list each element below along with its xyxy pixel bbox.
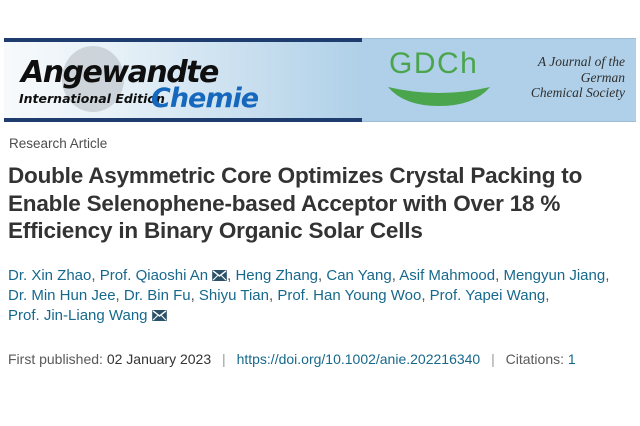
author-link[interactable]: Prof. Yapei Wang (429, 287, 546, 304)
angewandte-cover: Angewandte International Edition Chemie (4, 38, 362, 122)
title-line: Enable Selenophene-based Acceptor with O… (8, 190, 561, 216)
chemie-logo: Chemie (151, 83, 259, 114)
author-line: Dr. Xin Zhao, Prof. Qiaoshi An, Heng Zha… (8, 266, 636, 286)
published-date: 02 January 2023 (106, 351, 212, 367)
citations-label: Citations: (505, 351, 564, 367)
author-separator: , (391, 267, 400, 284)
doi-link[interactable]: https://doi.org/10.1002/anie.202216340 (236, 351, 481, 367)
gdch-smile-icon (388, 87, 490, 106)
citations-count[interactable]: 1 (567, 351, 576, 367)
author-separator: , (545, 287, 550, 304)
author-link[interactable]: Can Yang (326, 267, 392, 284)
author-separator: , (605, 267, 610, 284)
author-separator: , (318, 267, 327, 284)
author-separator: , (227, 267, 236, 284)
author-line: Dr. Min Hun Jee, Dr. Bin Fu, Shiyu Tian,… (8, 286, 636, 306)
author-link[interactable]: Prof. Han Young Woo (277, 287, 422, 304)
author-list: Dr. Xin Zhao, Prof. Qiaoshi An, Heng Zha… (8, 266, 636, 326)
author-link[interactable]: Prof. Jin-Liang Wang (8, 307, 148, 324)
society-tagline: A Journal of the German Chemical Society (530, 54, 625, 100)
author-link[interactable]: Dr. Min Hun Jee (8, 287, 116, 304)
email-icon[interactable] (151, 310, 167, 321)
publication-meta: First published: 02 January 2023 | https… (8, 351, 576, 367)
author-link[interactable]: Dr. Bin Fu (123, 287, 191, 304)
author-link[interactable]: Shiyu Tian (198, 287, 269, 304)
author-link[interactable]: Dr. Xin Zhao (8, 267, 92, 284)
journal-banner-link[interactable]: Angewandte International Edition Chemie … (4, 38, 636, 122)
author-link[interactable]: Heng Zhang (235, 267, 319, 284)
author-separator: , (268, 287, 278, 304)
author-separator: , (115, 287, 124, 304)
page-title: Double Asymmetric Core Optimizes Crystal… (8, 162, 628, 245)
author-separator: , (91, 267, 100, 284)
angewandte-logo: Angewandte (21, 55, 219, 90)
meta-separator: | (222, 351, 226, 367)
title-line: Double Asymmetric Core Optimizes Crystal… (8, 163, 583, 188)
cover-ellipse-decoration (62, 46, 124, 112)
international-edition-label: International Edition (19, 91, 165, 106)
gdch-logo: GDCh (389, 47, 479, 80)
author-link[interactable]: Prof. Qiaoshi An (99, 267, 209, 284)
author-separator: , (421, 287, 430, 304)
author-line: Prof. Jin-Liang Wang (8, 306, 636, 326)
title-line: Efficiency in Binary Organic Solar Cells (8, 218, 423, 243)
author-link[interactable]: Asif Mahmood (399, 267, 496, 284)
email-icon[interactable] (212, 270, 227, 281)
meta-separator: | (491, 351, 495, 367)
article-category-label: Research Article (9, 136, 108, 151)
author-separator: , (190, 287, 199, 304)
author-separator: , (495, 267, 504, 284)
published-label: First published: (8, 351, 103, 367)
author-link[interactable]: Mengyun Jiang (503, 267, 606, 284)
